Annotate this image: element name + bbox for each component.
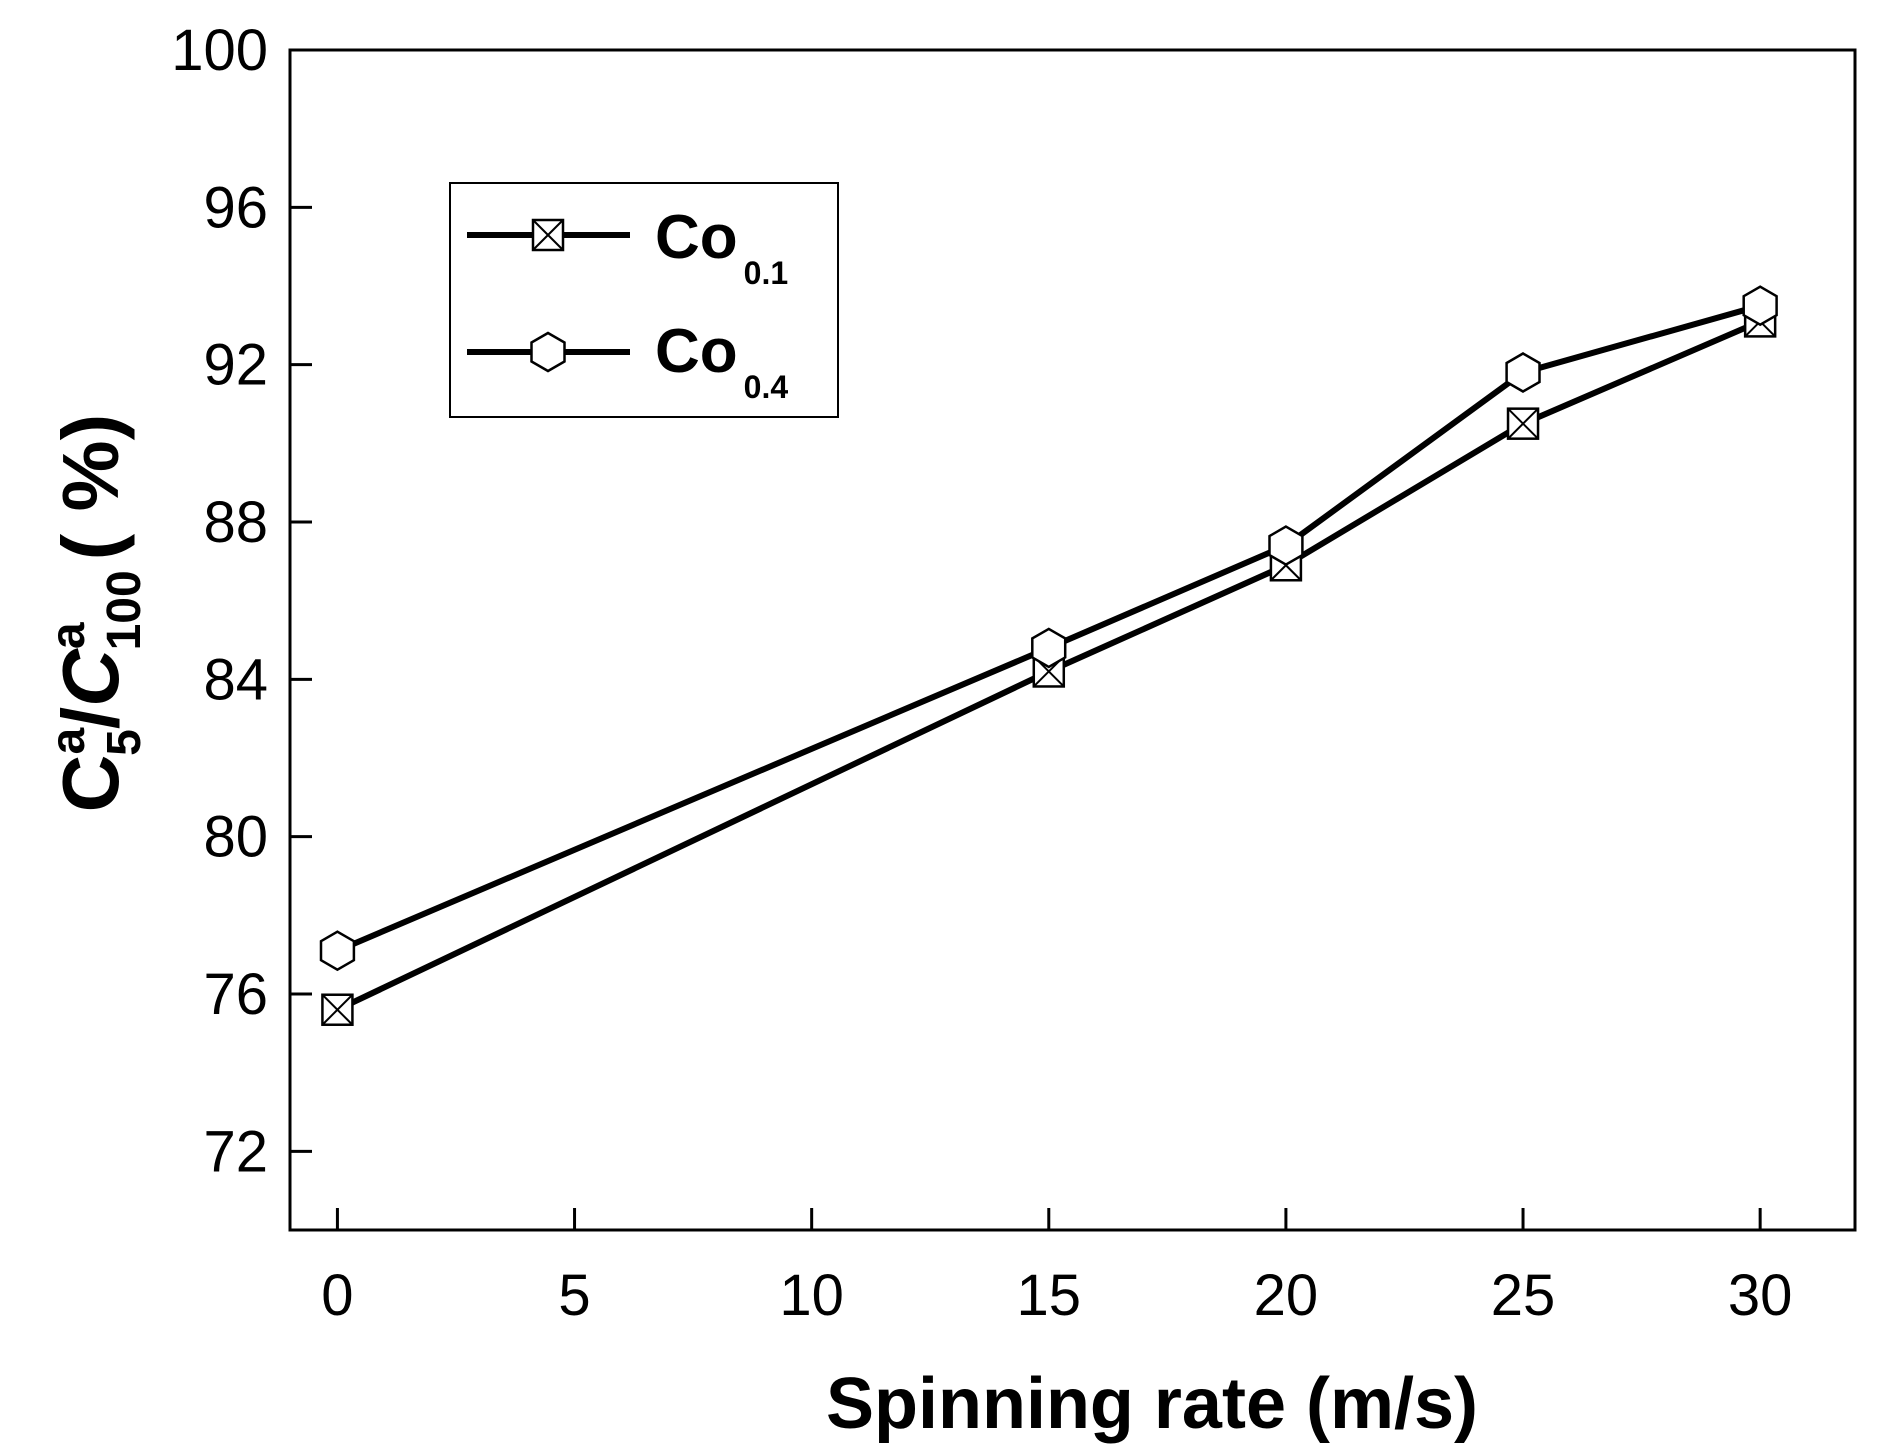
y-title-sup1: a xyxy=(42,728,95,755)
legend-label-co04-sub: 0.4 xyxy=(744,369,789,405)
y-title-unit: ( %) xyxy=(46,414,135,561)
y-tick-label: 76 xyxy=(203,962,268,1027)
data-point-co04 xyxy=(1742,285,1778,327)
x-tick-label: 5 xyxy=(558,1263,590,1328)
data-point-co04 xyxy=(1268,525,1304,567)
data-point-co01 xyxy=(1506,407,1540,440)
plot-frame xyxy=(288,48,1857,1232)
y-axis-title: Ca5/Ca100( %) xyxy=(42,414,151,813)
y-tick-label: 72 xyxy=(203,1119,268,1184)
x-tick-label: 25 xyxy=(1491,1263,1556,1328)
legend-item-co01 xyxy=(467,218,630,252)
y-title-c2: C xyxy=(46,648,135,707)
y-tick-label: 92 xyxy=(203,333,268,398)
y-tick-label: 100 xyxy=(171,18,268,83)
x-axis-title: Spinning rate (m/s) xyxy=(826,1364,1478,1444)
data-point-co01 xyxy=(321,993,354,1026)
series-group xyxy=(319,285,1778,1026)
x-tick-label: 30 xyxy=(1728,1263,1793,1328)
y-tick-label: 88 xyxy=(203,490,268,555)
y-axis-ticks: 72 76 80 84 88 92 96 100 xyxy=(171,18,312,1184)
legend-item-co04 xyxy=(467,331,630,373)
plot-frame-rect xyxy=(288,48,1857,1232)
legend-box xyxy=(449,182,839,418)
legend-marker-sample xyxy=(531,218,565,252)
x-tick-label: 10 xyxy=(779,1263,844,1328)
y-tick-label: 96 xyxy=(203,175,268,240)
legend-label-co01-sub: 0.1 xyxy=(744,255,788,291)
y-tick-label: 80 xyxy=(203,805,268,870)
x-tick-label: 15 xyxy=(1017,1263,1082,1328)
y-title-sup2: a xyxy=(42,622,95,649)
y-title-c1: C xyxy=(46,755,135,813)
data-point-co04 xyxy=(319,930,356,972)
legend-label-co01-main: Co xyxy=(655,203,738,272)
y-title-sub1: 5 xyxy=(98,729,151,756)
y-title-sub2: 100 xyxy=(98,570,151,650)
svg-text:Ca5/Ca100( %): Ca5/Ca100( %) xyxy=(42,414,151,813)
y-tick-label: 84 xyxy=(203,647,268,712)
x-tick-label: 0 xyxy=(321,1263,353,1328)
y-title-slash: / xyxy=(46,707,135,729)
legend-label-co04-main: Co xyxy=(655,317,738,386)
legend-marker-sample xyxy=(530,331,566,373)
x-tick-label: 20 xyxy=(1254,1263,1319,1328)
data-point-co04 xyxy=(1505,352,1541,393)
data-point-co04 xyxy=(1031,627,1067,669)
legend-label-co04: Co0.4 xyxy=(655,317,788,405)
legend: Co0.1 Co0.4 xyxy=(449,182,839,418)
x-axis-ticks: 0 5 10 15 20 25 30 xyxy=(321,1208,1792,1328)
legend-label-co01: Co0.1 xyxy=(655,203,788,291)
